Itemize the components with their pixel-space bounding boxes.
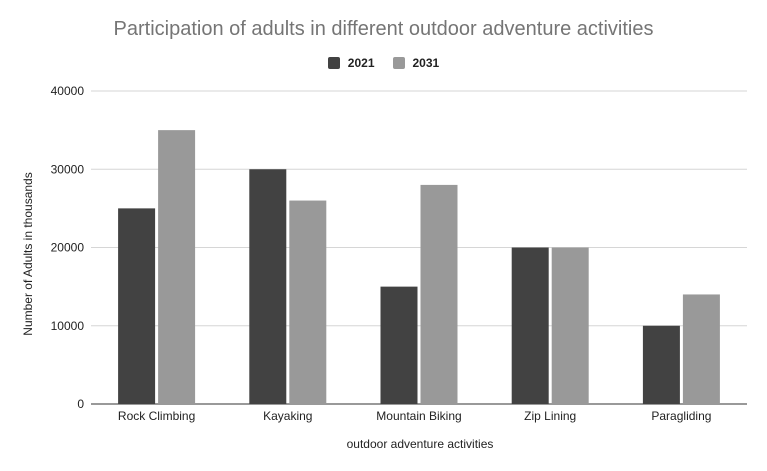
bar-2031-3 <box>551 247 589 404</box>
y-tick-label: 0 <box>77 397 84 411</box>
bar-2021-2 <box>380 286 418 404</box>
x-tick-label: Kayaking <box>263 409 312 423</box>
x-tick-label: Zip Lining <box>524 409 576 423</box>
y-tick-label: 40000 <box>51 84 85 98</box>
x-axis-title: outdoor adventure activities <box>346 437 494 451</box>
bar-2031-1 <box>289 200 327 404</box>
bar-2021-0 <box>118 208 156 404</box>
legend-item-2031: 2031 <box>392 56 440 70</box>
bar-2031-4 <box>682 294 720 404</box>
bar-2031-2 <box>420 184 458 404</box>
y-tick-label: 20000 <box>51 241 85 255</box>
bar-2031-0 <box>158 130 196 404</box>
y-tick-label: 30000 <box>51 162 85 176</box>
legend-swatch-2031 <box>392 57 405 69</box>
legend-label-2031: 2031 <box>412 56 440 70</box>
bar-2021-3 <box>511 247 549 404</box>
bar-2021-1 <box>249 169 287 404</box>
legend-swatch-2021 <box>327 57 340 69</box>
legend-label-2021: 2021 <box>347 56 375 70</box>
x-tick-label: Mountain Biking <box>376 409 461 423</box>
x-tick-label: Paragliding <box>651 409 711 423</box>
y-tick-label: 10000 <box>51 319 85 333</box>
chart-title: Participation of adults in different out… <box>113 18 654 40</box>
legend: 2021 2031 <box>0 56 767 70</box>
legend-item-2021: 2021 <box>327 56 375 70</box>
x-tick-label: Rock Climbing <box>118 409 195 423</box>
bar-2021-4 <box>642 325 680 404</box>
